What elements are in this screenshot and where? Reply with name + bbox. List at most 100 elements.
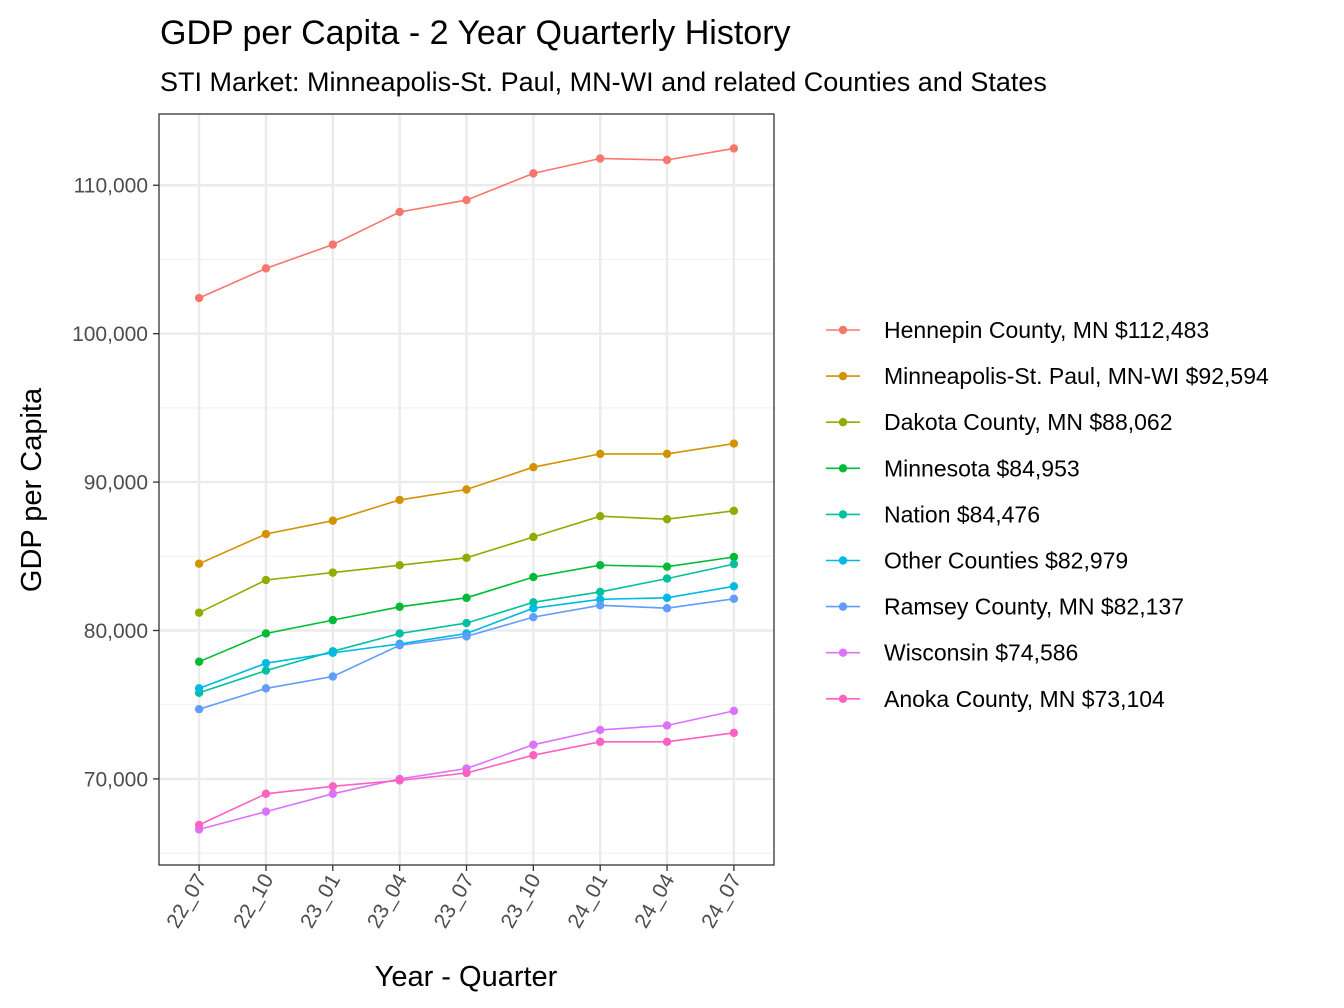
x-tick-label: 24_07 [697, 870, 746, 932]
data-point [395, 560, 404, 570]
data-point [662, 514, 672, 524]
data-point [662, 604, 672, 613]
y-tick-label: 110,000 [74, 175, 148, 198]
legend-label: Minneapolis-St. Paul, MN-WI $92,594 [884, 363, 1269, 389]
data-point [529, 604, 538, 613]
data-point [194, 657, 204, 666]
data-point [328, 789, 338, 798]
data-point [595, 601, 605, 610]
data-point [729, 706, 739, 716]
data-point [729, 439, 739, 448]
legend-key-point [838, 694, 848, 703]
data-point [395, 207, 404, 217]
data-point [462, 593, 471, 603]
data-point [595, 587, 605, 597]
data-point [729, 559, 739, 569]
data-point [261, 658, 271, 668]
data-point [529, 740, 538, 749]
legend-key-point [838, 510, 848, 519]
data-point [261, 264, 271, 273]
legend-key-point [838, 602, 848, 611]
data-point [328, 240, 338, 249]
data-point [395, 776, 404, 785]
data-point [395, 602, 404, 611]
data-point [261, 529, 271, 539]
data-point [194, 293, 204, 303]
data-point [261, 666, 271, 675]
data-point [328, 782, 338, 791]
data-point [662, 721, 672, 730]
legend-key-point [838, 648, 848, 657]
data-point [462, 768, 471, 778]
data-point [328, 568, 338, 577]
legend-label: Anoka County, MN $73,104 [884, 686, 1165, 712]
data-point [529, 532, 538, 542]
legend: Hennepin County, MN $112,483 Minneapolis-… [826, 317, 1269, 712]
x-tick-label: 24_01 [563, 870, 612, 932]
data-point [462, 485, 471, 494]
data-point [662, 155, 672, 165]
legend-label: Hennepin County, MN $112,483 [884, 317, 1209, 343]
legend-label: Other Counties $82,979 [884, 548, 1128, 574]
data-point [462, 553, 471, 562]
legend-key-point [838, 464, 848, 473]
legend-key-point [838, 418, 848, 427]
data-point [328, 615, 338, 625]
x-tick-label: 23_10 [497, 870, 546, 932]
y-tick-label: 70,000 [84, 768, 148, 791]
data-point [462, 618, 471, 628]
data-point [194, 559, 204, 568]
data-point [729, 594, 739, 603]
data-point [729, 144, 739, 153]
x-tick-label: 22_07 [162, 870, 211, 932]
series-points [194, 144, 739, 834]
x-axis-title: Year - Quarter [375, 961, 558, 993]
data-point [662, 593, 672, 603]
data-point [662, 737, 672, 747]
data-point [529, 463, 538, 472]
data-point [395, 629, 404, 638]
legend-label: Wisconsin $74,586 [884, 640, 1078, 666]
data-point [529, 612, 538, 622]
y-tick-label: 100,000 [72, 323, 148, 346]
gridlines [159, 114, 774, 865]
data-point [261, 684, 271, 693]
y-tick-label: 90,000 [84, 472, 148, 495]
data-point [529, 598, 538, 607]
data-point [595, 737, 605, 747]
data-point [595, 449, 605, 459]
data-point [261, 575, 271, 585]
data-point [261, 789, 271, 798]
data-point [395, 495, 404, 505]
data-point [462, 632, 471, 641]
x-tick-label: 24_04 [630, 870, 679, 932]
data-point [261, 807, 271, 816]
data-point [729, 582, 739, 591]
data-point [595, 725, 605, 735]
legend-label: Nation $84,476 [884, 501, 1040, 527]
x-tick-label: 23_07 [430, 870, 479, 932]
data-point [194, 820, 204, 830]
data-point [595, 560, 605, 570]
data-point [662, 562, 672, 571]
y-axis: 70,000 80,000 90,000 100,000 110,000 [72, 175, 159, 791]
data-point [662, 449, 672, 459]
legend-label: Minnesota $84,953 [884, 455, 1080, 481]
chart-subtitle: STI Market: Minneapolis-St. Paul, MN-WI … [160, 67, 1047, 97]
y-tick-label: 80,000 [84, 620, 148, 643]
data-point [595, 595, 605, 604]
data-point [729, 728, 739, 738]
data-point [328, 516, 338, 525]
data-point [729, 552, 739, 562]
data-point [595, 154, 605, 163]
legend-label: Dakota County, MN $88,062 [884, 409, 1173, 435]
data-point [328, 648, 338, 657]
legend-key-point [838, 325, 848, 335]
data-point [194, 608, 204, 617]
data-point [529, 169, 538, 178]
data-point [194, 704, 204, 714]
legend-key-point [838, 556, 848, 565]
data-point [595, 512, 605, 521]
data-point [529, 750, 538, 760]
